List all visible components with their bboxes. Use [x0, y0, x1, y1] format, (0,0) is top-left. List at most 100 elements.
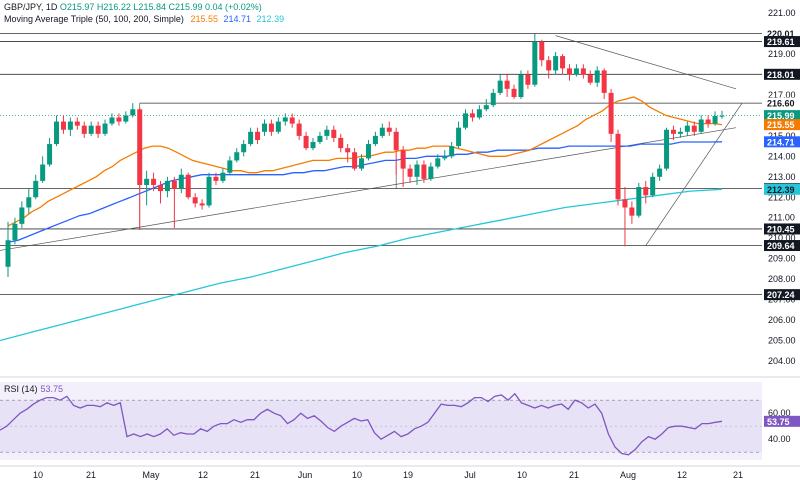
candle-62 — [435, 154, 441, 169]
candle-96 — [670, 125, 676, 140]
candle-body — [566, 68, 572, 75]
candle-body — [359, 158, 365, 169]
candle-34 — [241, 139, 247, 157]
ma100-value: 214.71 — [223, 14, 252, 24]
price-label-212-39: 212.39 — [764, 183, 800, 195]
trendline-0 — [0, 127, 737, 251]
candle-15 — [109, 113, 115, 126]
x-tick-label: 10 — [33, 470, 43, 480]
ma50-line — [7, 96, 723, 227]
candle-body — [12, 223, 18, 241]
rsi-value-text: 53.75 — [767, 417, 790, 427]
candle-98 — [684, 121, 690, 136]
candle-body — [629, 207, 635, 216]
x-tick-label: 21 — [250, 470, 260, 480]
candle-88 — [615, 129, 621, 206]
candle-body — [102, 123, 108, 134]
ma50-value: 215.55 — [190, 14, 218, 24]
price-label-207-24: 207.24 — [764, 289, 800, 301]
price-label-215-99: 215.99 — [764, 110, 800, 122]
candle-48 — [338, 133, 344, 153]
candle-body — [643, 187, 649, 196]
candle-25 — [178, 168, 184, 194]
candle-47 — [331, 125, 337, 143]
candle-27 — [192, 193, 198, 208]
candle-body — [19, 207, 25, 224]
candle-61 — [428, 162, 434, 181]
candle-22 — [158, 180, 164, 204]
price-tick-label: 211.00 — [768, 213, 795, 223]
candle-body — [476, 109, 482, 118]
candle-body — [345, 148, 351, 153]
price-label-box — [764, 240, 800, 252]
candle-66 — [463, 109, 469, 130]
candle-body — [553, 56, 559, 71]
candle-24 — [171, 176, 177, 228]
candle-72 — [504, 74, 510, 98]
price-tick-label: 205.00 — [768, 335, 796, 345]
candle-body — [5, 240, 11, 267]
candle-body — [386, 127, 392, 132]
candle-46 — [324, 125, 330, 140]
candle-12 — [88, 121, 94, 136]
ma-legend: Moving Average Triple (50, 100, 200, Sim… — [4, 14, 284, 25]
candle-body — [435, 158, 441, 167]
candle-69 — [483, 99, 489, 112]
candle-body — [144, 178, 150, 185]
price-tick-label: 210.00 — [768, 233, 796, 243]
candle-body — [331, 129, 337, 138]
candle-body — [151, 178, 157, 185]
candle-45 — [317, 131, 323, 145]
candle-body — [158, 184, 164, 192]
candle-3 — [26, 189, 32, 214]
price-label-box — [764, 68, 800, 80]
candle-52 — [365, 139, 371, 161]
candle-body — [573, 68, 579, 75]
candle-87 — [608, 88, 614, 143]
candle-53 — [372, 131, 378, 147]
candle-body — [456, 127, 462, 147]
price-label-box — [764, 289, 800, 301]
candle-14 — [102, 119, 108, 136]
candle-body — [74, 121, 80, 126]
candle-body — [560, 56, 566, 69]
candle-body — [691, 125, 697, 132]
price-label-210-45: 210.45 — [764, 223, 800, 235]
candle-17 — [123, 111, 129, 124]
price-label-216-60: 216.60 — [764, 97, 800, 109]
candle-0 — [5, 221, 11, 278]
candle-42 — [296, 119, 302, 140]
candle-body — [684, 125, 690, 132]
candle-body — [615, 133, 621, 200]
candle-body — [539, 41, 545, 61]
candle-body — [365, 144, 371, 159]
candle-body — [504, 80, 510, 89]
candle-49 — [345, 144, 351, 163]
price-label-215-55: 215.55 — [764, 119, 800, 131]
candle-body — [164, 180, 170, 192]
price-label-text: 216.60 — [767, 99, 795, 109]
price-label-text: 215.99 — [767, 111, 795, 121]
price-label-219-61: 219.61 — [764, 36, 800, 48]
candle-body — [601, 70, 607, 93]
candle-97 — [677, 127, 683, 138]
candle-95 — [664, 127, 670, 171]
candle-body — [282, 117, 288, 122]
candle-75 — [525, 70, 531, 89]
candle-body — [525, 74, 531, 85]
candle-94 — [657, 164, 663, 181]
price-label-box — [764, 27, 800, 39]
price-tick-label: 209.00 — [768, 254, 796, 264]
price-tick-label: 212.00 — [768, 192, 796, 202]
candle-11 — [81, 121, 87, 138]
price-label-box — [764, 183, 800, 195]
candle-18 — [130, 103, 136, 118]
candle-body — [109, 117, 115, 124]
symbol-legend: GBP/JPY, 1D O215.97 H216.22 L215.84 C215… — [4, 2, 262, 13]
rsi-tick-label: 40.00 — [768, 434, 791, 444]
candle-37 — [261, 119, 267, 136]
candle-51 — [359, 154, 365, 171]
ma100-line — [7, 141, 723, 243]
candle-body — [463, 113, 469, 128]
